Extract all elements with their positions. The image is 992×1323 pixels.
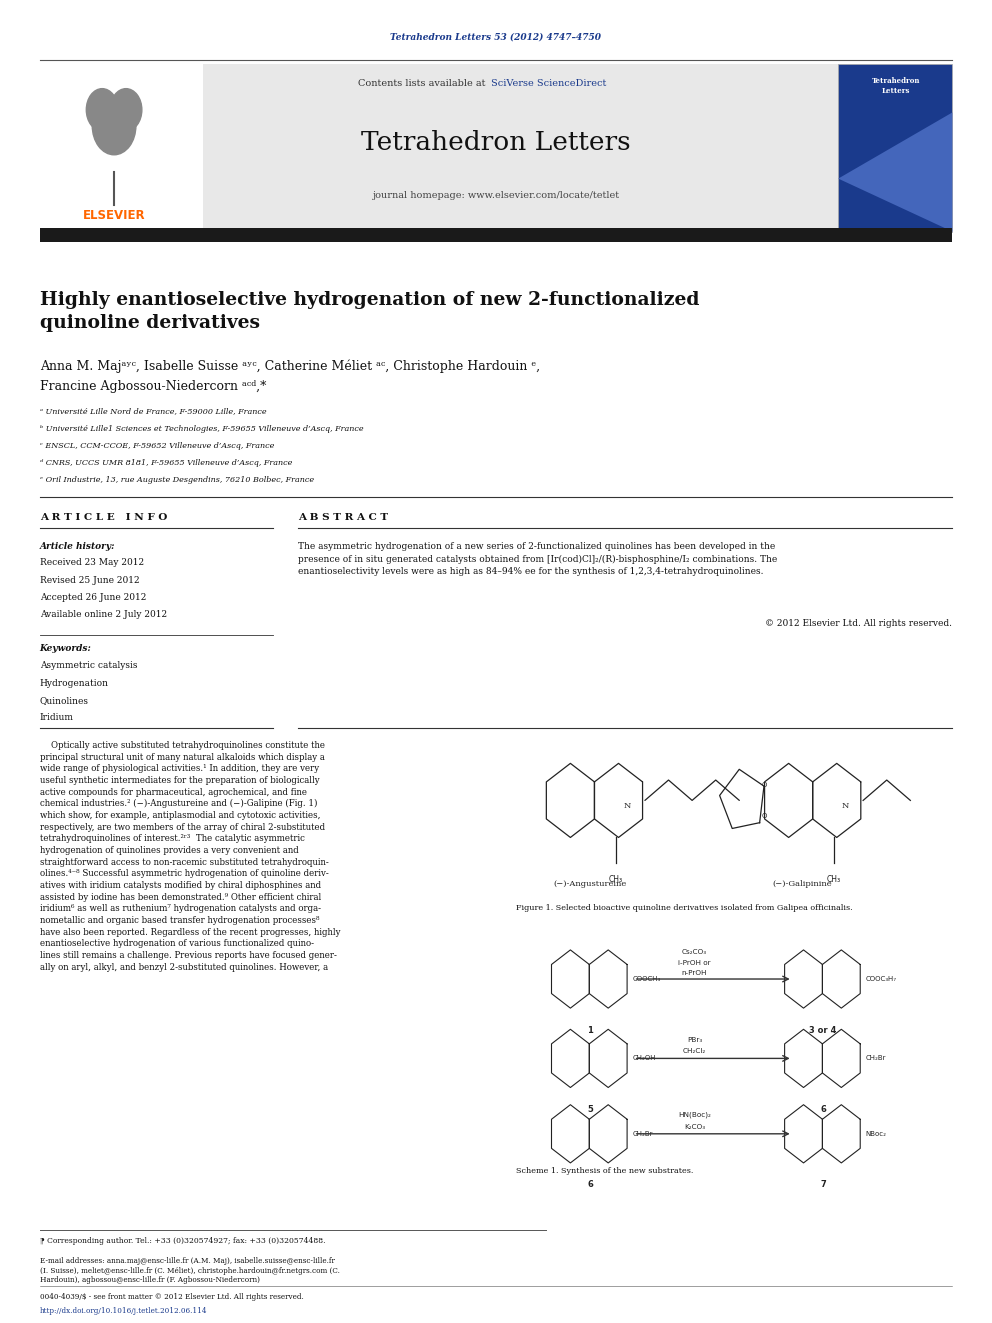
Text: N: N: [623, 802, 631, 810]
Text: COOC₃H₇: COOC₃H₇: [865, 976, 897, 982]
Text: journal homepage: www.elsevier.com/locate/tetlet: journal homepage: www.elsevier.com/locat…: [372, 192, 620, 200]
Text: Tetrahedron Letters: Tetrahedron Letters: [361, 131, 631, 155]
Text: Contents lists available at: Contents lists available at: [358, 79, 491, 87]
Text: Figure 1. Selected bioactive quinoline derivatives isolated from Galipea officin: Figure 1. Selected bioactive quinoline d…: [516, 904, 852, 912]
Text: The asymmetric hydrogenation of a new series of 2-functionalized quinolines has : The asymmetric hydrogenation of a new se…: [298, 542, 777, 576]
Text: Iridium: Iridium: [40, 713, 73, 722]
Text: ᵈ CNRS, UCCS UMR 8181, F-59655 Villeneuve d’Ascq, France: ᵈ CNRS, UCCS UMR 8181, F-59655 Villeneuv…: [40, 459, 292, 467]
Text: Revised 25 June 2012: Revised 25 June 2012: [40, 576, 139, 585]
Text: (−)-Angustureine: (−)-Angustureine: [554, 880, 627, 888]
FancyBboxPatch shape: [40, 64, 203, 232]
Text: CH₂Cl₂: CH₂Cl₂: [682, 1048, 706, 1054]
FancyBboxPatch shape: [40, 228, 952, 242]
Text: SciVerse ScienceDirect: SciVerse ScienceDirect: [491, 79, 606, 87]
Text: Francine Agbossou-Niedercorn ᵃᶜᵈ,*: Francine Agbossou-Niedercorn ᵃᶜᵈ,*: [40, 380, 266, 393]
Circle shape: [92, 97, 136, 155]
Text: CH₂Br: CH₂Br: [632, 1131, 653, 1136]
Text: O: O: [762, 814, 767, 819]
Text: Tetrahedron Letters 53 (2012) 4747–4750: Tetrahedron Letters 53 (2012) 4747–4750: [391, 33, 601, 41]
Text: Optically active substituted tetrahydroquinolines constitute the
principal struc: Optically active substituted tetrahydroq…: [40, 741, 340, 971]
Text: (−)-Galipinine: (−)-Galipinine: [773, 880, 832, 888]
Text: 6: 6: [820, 1105, 826, 1114]
Text: CH₂OH: CH₂OH: [632, 1056, 656, 1061]
Polygon shape: [838, 112, 952, 232]
FancyBboxPatch shape: [40, 64, 952, 232]
Text: PBr₃: PBr₃: [686, 1036, 702, 1043]
Text: Anna M. Majᵃʸᶜ, Isabelle Suisse ᵃʸᶜ, Catherine Méliet ᵃᶜ, Christophe Hardouin ᵉ,: Anna M. Majᵃʸᶜ, Isabelle Suisse ᵃʸᶜ, Cat…: [40, 360, 540, 373]
Circle shape: [86, 89, 118, 131]
Text: NBoc₂: NBoc₂: [865, 1131, 886, 1136]
Text: ᵃ Université Lille Nord de France, F-59000 Lille, France: ᵃ Université Lille Nord de France, F-590…: [40, 407, 266, 415]
Text: Hydrogenation: Hydrogenation: [40, 679, 109, 688]
Text: © 2012 Elsevier Ltd. All rights reserved.: © 2012 Elsevier Ltd. All rights reserved…: [765, 619, 952, 628]
Text: i-PrOH or: i-PrOH or: [679, 959, 710, 966]
Text: K₂CO₃: K₂CO₃: [683, 1123, 705, 1130]
Text: 6: 6: [587, 1180, 593, 1189]
Text: ᵇ Université Lille1 Sciences et Technologies, F-59655 Villeneuve d’Ascq, France: ᵇ Université Lille1 Sciences et Technolo…: [40, 425, 363, 433]
Text: Received 23 May 2012: Received 23 May 2012: [40, 558, 144, 568]
Text: A B S T R A C T: A B S T R A C T: [298, 513, 388, 523]
Text: HN(Boc)₂: HN(Boc)₂: [678, 1111, 711, 1118]
Text: CH₃: CH₃: [609, 875, 623, 884]
FancyBboxPatch shape: [838, 64, 952, 232]
Text: n-PrOH: n-PrOH: [682, 970, 707, 976]
Text: 0040-4039/$ - see front matter © 2012 Elsevier Ltd. All rights reserved.: 0040-4039/$ - see front matter © 2012 El…: [40, 1293, 304, 1301]
Text: Keywords:: Keywords:: [40, 644, 91, 654]
Text: Accepted 26 June 2012: Accepted 26 June 2012: [40, 593, 146, 602]
Text: CH₂Br: CH₂Br: [865, 1056, 886, 1061]
Text: Highly enantioselective hydrogenation of new 2-functionalized
quinoline derivati: Highly enantioselective hydrogenation of…: [40, 291, 699, 332]
Text: 5: 5: [587, 1105, 593, 1114]
Text: Cs₂CO₃: Cs₂CO₃: [682, 949, 707, 955]
Text: Quinolines: Quinolines: [40, 696, 88, 705]
Text: Article history:: Article history:: [40, 542, 115, 552]
Text: ELSEVIER: ELSEVIER: [82, 209, 146, 222]
Text: CH₃: CH₃: [827, 875, 841, 884]
Text: ᵉ Oril Industrie, 13, rue Auguste Desgendins, 76210 Bolbec, France: ᵉ Oril Industrie, 13, rue Auguste Desgen…: [40, 476, 313, 484]
Text: Asymmetric catalysis: Asymmetric catalysis: [40, 662, 137, 671]
Text: 7: 7: [820, 1180, 826, 1189]
Text: Available online 2 July 2012: Available online 2 July 2012: [40, 610, 167, 619]
Text: A R T I C L E   I N F O: A R T I C L E I N F O: [40, 513, 167, 523]
Text: Scheme 1. Synthesis of the new substrates.: Scheme 1. Synthesis of the new substrate…: [516, 1167, 693, 1175]
Text: 3 or 4: 3 or 4: [809, 1025, 837, 1035]
Text: 1: 1: [587, 1025, 593, 1035]
Text: O: O: [762, 782, 767, 787]
Text: E-mail addresses: anna.maj@ensc-lille.fr (A.M. Maj), isabelle.suisse@ensc-lille.: E-mail addresses: anna.maj@ensc-lille.fr…: [40, 1257, 339, 1285]
Text: ⁋ Corresponding author. Tel.: +33 (0)320574927; fax: +33 (0)320574488.: ⁋ Corresponding author. Tel.: +33 (0)320…: [40, 1237, 325, 1245]
Text: Tetrahedron
Letters: Tetrahedron Letters: [872, 77, 920, 95]
Text: http://dx.doi.org/10.1016/j.tetlet.2012.06.114: http://dx.doi.org/10.1016/j.tetlet.2012.…: [40, 1307, 207, 1315]
Text: COOCH₃: COOCH₃: [632, 976, 661, 982]
Text: ᶜ ENSCL, CCM-CCOE, F-59652 Villeneuve d’Ascq, France: ᶜ ENSCL, CCM-CCOE, F-59652 Villeneuve d’…: [40, 442, 274, 450]
Text: N: N: [841, 802, 849, 810]
Circle shape: [110, 89, 142, 131]
